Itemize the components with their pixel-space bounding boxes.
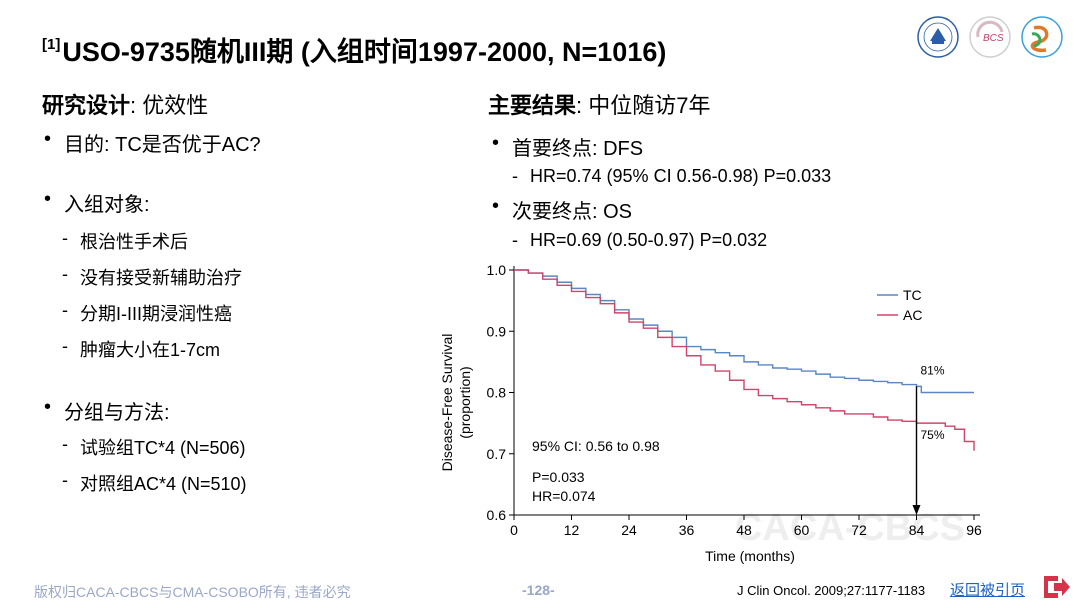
y-tick-label: 0.7	[487, 446, 507, 462]
caca-logo	[917, 16, 959, 58]
y-tick-label: 0.9	[487, 323, 507, 339]
title-ref: [1]	[42, 36, 61, 53]
study-design-column: 研究设计: 优效性 目的: TC是否优于AC? 入组对象: 根治性手术后 没有接…	[42, 90, 462, 494]
secondary-endpoint-result: HR=0.69 (0.50-0.97) P=0.032	[512, 230, 767, 251]
chart-axes: 0.6 0.7 0.8 0.9 1.0 0 12 24 36 48 60 72 84 96 Time (mo…	[439, 262, 982, 564]
population-sub-item: 肿瘤大小在1-7cm	[62, 336, 220, 362]
slide-title: [1]USO-9735随机III期 (入组时间1997-2000, N=1016…	[42, 30, 666, 69]
csobo-logo	[1021, 16, 1063, 58]
chart-annotations: TC AC 81% 75% 95% CI: 0.56 to 0.98 P=0.033 HR=…	[532, 287, 945, 515]
grouping-sub-item: 试验组TC*4 (N=506)	[62, 434, 245, 460]
y-axis-label-unit: (proportion)	[457, 366, 473, 438]
cbcs-logo	[969, 16, 1011, 58]
arrow-head	[912, 505, 921, 515]
grouping-sub-item: 对照组AC*4 (N=510)	[62, 470, 247, 496]
legend-label: AC	[903, 307, 922, 323]
copyright-notice: 版权归CACA-CBCS与CMA-CSOBO所有, 违者必究	[34, 584, 351, 600]
tc-percent-label: 81%	[921, 363, 945, 377]
population-bullet: 入组对象:	[44, 188, 149, 217]
y-axis-label: Disease-Free Survival	[439, 334, 455, 472]
x-tick-label: 84	[909, 522, 925, 538]
x-tick-label: 96	[966, 522, 982, 538]
title-text: USO-9735随机III期 (入组时间1997-2000, N=1016)	[62, 37, 667, 67]
population-sub-item: 分期I-III期浸润性癌	[62, 300, 232, 326]
primary-endpoint-result: HR=0.74 (95% CI 0.56-0.98) P=0.033	[512, 166, 831, 187]
y-tick-label: 0.8	[487, 385, 507, 401]
study-design-heading: 研究设计: 优效性	[42, 93, 209, 118]
chart-watermark: CACA-CBCS	[735, 507, 965, 549]
x-tick-label: 48	[736, 522, 752, 538]
x-tick-label: 60	[794, 522, 810, 538]
hr-label: HR=0.074	[532, 488, 596, 504]
secondary-endpoint-bullet: 次要终点: OS	[492, 195, 632, 224]
y-tick-label: 0.6	[487, 507, 507, 523]
logos: BCS	[917, 16, 1063, 58]
chart-series	[514, 269, 975, 451]
reference-citation: J Clin Oncol. 2009;27:1177-1183	[737, 583, 926, 598]
results-column: 主要结果: 中位随访7年 首要终点: DFS HR=0.74 (95% CI 0…	[488, 90, 1048, 251]
x-tick-label: 12	[564, 522, 580, 538]
results-heading: 主要结果: 中位随访7年	[488, 93, 711, 118]
p-value-label: P=0.033	[532, 469, 585, 485]
y-tick-label: 1.0	[487, 262, 507, 278]
ac-percent-label: 75%	[921, 428, 945, 442]
grouping-bullet: 分组与方法:	[44, 396, 169, 425]
page-number: -128-	[522, 582, 555, 598]
svg-text:BCS: BCS	[983, 33, 1004, 44]
population-sub-item: 没有接受新辅助治疗	[62, 264, 242, 290]
x-tick-label: 0	[510, 522, 518, 538]
legend-label: TC	[903, 287, 922, 303]
series-line-ac	[514, 269, 975, 451]
objective-bullet: 目的: TC是否优于AC?	[44, 128, 261, 157]
back-link[interactable]: 返回被引页	[950, 582, 1026, 599]
primary-endpoint-bullet: 首要终点: DFS	[492, 132, 643, 161]
series-line-tc	[514, 269, 974, 394]
dfs-kaplan-meier-chart: CACA-CBCS 0.6 0.7 0.8 0.9 1.0 0 12 24 36 48 60 72 84…	[439, 262, 982, 564]
x-tick-label: 72	[851, 522, 867, 538]
x-axis-label: Time (months)	[705, 548, 795, 564]
back-arrow-icon[interactable]	[1040, 573, 1072, 601]
x-tick-label: 36	[679, 522, 695, 538]
population-sub-item: 根治性手术后	[62, 228, 188, 254]
ci-label: 95% CI: 0.56 to 0.98	[532, 438, 660, 454]
x-tick-label: 24	[621, 522, 637, 538]
